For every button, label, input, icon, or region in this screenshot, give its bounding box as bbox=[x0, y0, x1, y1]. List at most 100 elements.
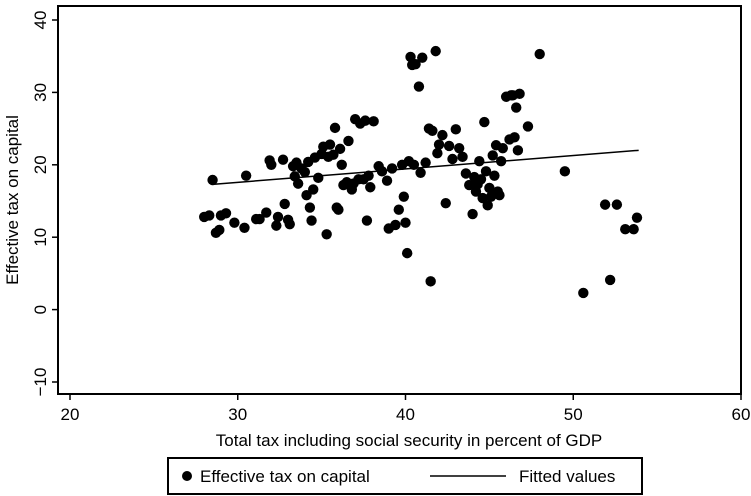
data-point bbox=[484, 182, 495, 194]
data-point bbox=[430, 45, 441, 57]
data-point bbox=[365, 182, 376, 193]
data-point bbox=[487, 150, 498, 161]
data-point bbox=[308, 184, 319, 195]
data-point bbox=[363, 170, 374, 181]
data-point bbox=[509, 132, 520, 143]
data-point bbox=[514, 88, 525, 100]
data-point bbox=[534, 48, 545, 60]
data-point bbox=[410, 58, 421, 70]
y-tick-label: 40 bbox=[31, 11, 50, 30]
data-point bbox=[301, 190, 312, 201]
data-point bbox=[482, 200, 493, 211]
x-axis-ticks: 20 30 40 50 60 bbox=[61, 394, 751, 424]
data-point bbox=[299, 166, 311, 178]
data-point bbox=[437, 129, 448, 141]
x-tick-label: 40 bbox=[396, 405, 415, 424]
data-point bbox=[398, 191, 410, 202]
data-point bbox=[381, 175, 393, 186]
data-point bbox=[464, 179, 475, 191]
data-point bbox=[239, 222, 250, 233]
data-point bbox=[321, 229, 332, 240]
x-tick-label: 20 bbox=[61, 405, 80, 424]
data-point bbox=[214, 224, 225, 236]
data-point bbox=[494, 190, 505, 201]
data-point bbox=[474, 155, 485, 167]
data-point bbox=[360, 115, 371, 126]
data-point bbox=[489, 170, 500, 181]
data-point bbox=[497, 142, 508, 154]
data-point bbox=[453, 142, 465, 154]
data-point bbox=[611, 199, 623, 210]
data-point bbox=[292, 178, 304, 189]
x-tick-label: 50 bbox=[564, 405, 583, 424]
data-point bbox=[266, 159, 277, 170]
data-point bbox=[405, 51, 416, 63]
data-point bbox=[460, 168, 472, 179]
data-point bbox=[279, 198, 290, 210]
data-point bbox=[420, 157, 431, 168]
data-point bbox=[324, 139, 336, 150]
data-point bbox=[480, 166, 492, 177]
data-point bbox=[361, 215, 373, 226]
data-point bbox=[433, 139, 445, 150]
y-tick-label: 30 bbox=[31, 83, 50, 102]
data-point bbox=[336, 159, 347, 170]
y-tick-label: −10 bbox=[31, 368, 50, 397]
data-point bbox=[467, 208, 478, 220]
data-point bbox=[334, 143, 346, 155]
data-point bbox=[479, 116, 490, 128]
data-point bbox=[620, 224, 631, 235]
data-point bbox=[432, 148, 443, 159]
data-point bbox=[277, 154, 289, 165]
data-point bbox=[425, 276, 436, 287]
data-point bbox=[229, 217, 240, 228]
x-tick-label: 60 bbox=[732, 405, 751, 424]
data-point bbox=[386, 163, 398, 174]
data-point bbox=[413, 81, 425, 92]
y-axis-title: Effective tax on capital bbox=[3, 115, 22, 285]
y-tick-label: 10 bbox=[31, 228, 50, 247]
data-point bbox=[261, 207, 272, 218]
fitted-line-group bbox=[212, 149, 639, 186]
data-point bbox=[207, 174, 218, 186]
legend-label-fitted: Fitted values bbox=[519, 467, 615, 486]
data-point bbox=[393, 204, 404, 215]
data-point bbox=[333, 204, 344, 215]
data-point bbox=[457, 151, 468, 163]
y-tick-label: 20 bbox=[31, 155, 50, 174]
data-point bbox=[604, 274, 616, 286]
data-point bbox=[401, 247, 413, 259]
scatter-points bbox=[199, 45, 643, 299]
data-point bbox=[522, 121, 534, 132]
y-axis-ticks: −10 0 10 20 30 40 bbox=[31, 11, 58, 397]
data-point bbox=[440, 197, 451, 209]
data-point bbox=[284, 218, 295, 230]
data-point bbox=[254, 213, 265, 225]
fitted-line bbox=[212, 149, 639, 186]
data-point bbox=[417, 52, 428, 63]
data-point bbox=[272, 211, 284, 223]
data-point bbox=[343, 135, 354, 147]
y-tick-label: 0 bbox=[31, 305, 50, 314]
data-point bbox=[304, 202, 316, 213]
data-point bbox=[328, 149, 339, 160]
data-point bbox=[220, 208, 232, 219]
data-point bbox=[415, 167, 426, 178]
legend-box bbox=[167, 457, 643, 495]
data-point bbox=[329, 122, 341, 134]
x-tick-label: 30 bbox=[228, 405, 247, 424]
data-point bbox=[559, 166, 571, 177]
data-point bbox=[427, 125, 438, 136]
data-point bbox=[631, 212, 643, 223]
data-point bbox=[578, 287, 589, 299]
data-point bbox=[306, 215, 317, 226]
data-point bbox=[450, 124, 462, 135]
data-point bbox=[368, 116, 379, 127]
data-point bbox=[313, 172, 324, 184]
data-point bbox=[511, 102, 522, 113]
legend: Effective tax on capital Fitted values bbox=[167, 457, 643, 495]
data-point bbox=[443, 140, 455, 152]
data-point bbox=[271, 220, 282, 231]
plot-area bbox=[57, 5, 742, 395]
